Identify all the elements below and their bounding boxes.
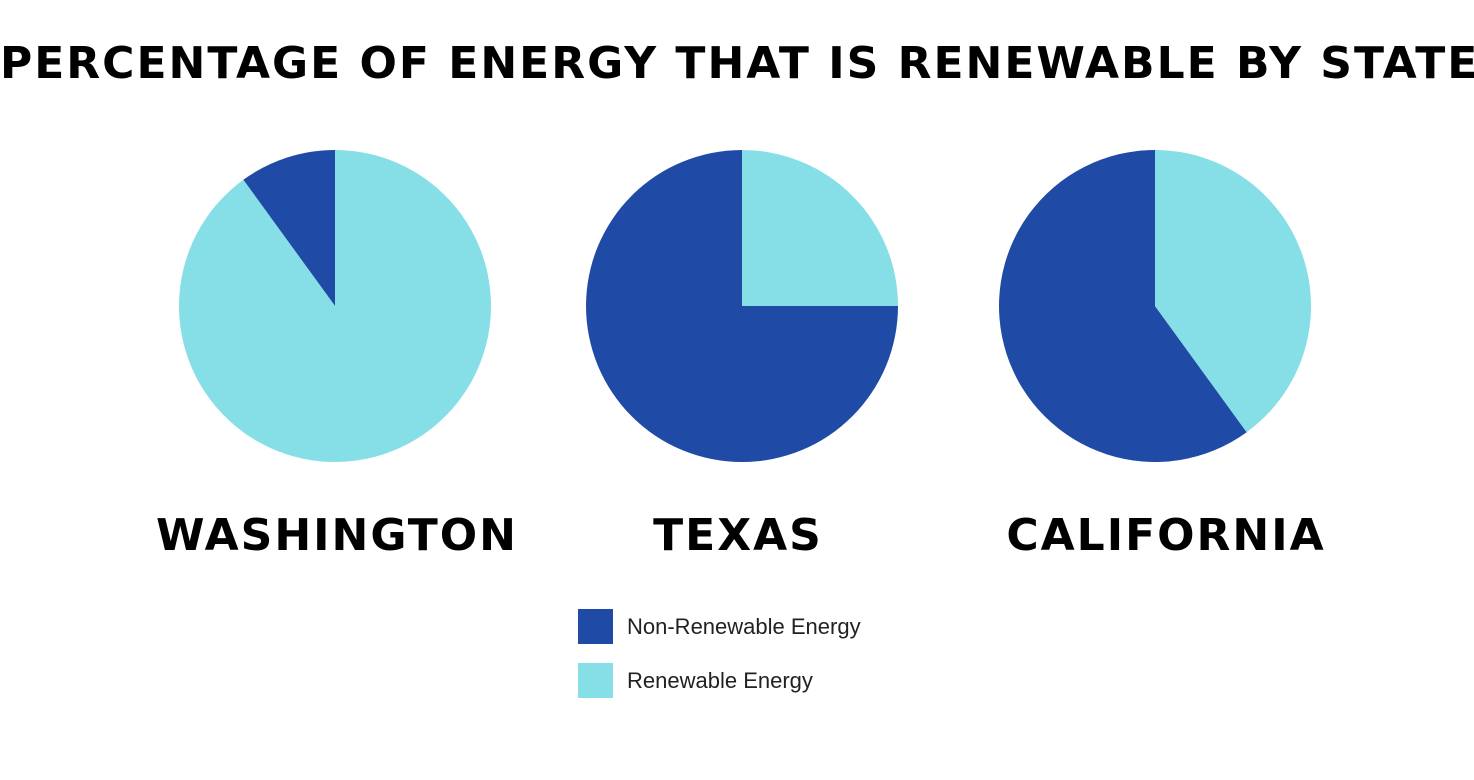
pie-chart-california xyxy=(999,150,1312,463)
pie-slice-california-renewable xyxy=(1155,150,1312,433)
pie-slice-california-non-renewable xyxy=(999,150,1247,463)
legend-label-non-renewable: Non-Renewable Energy xyxy=(627,613,861,639)
state-label-california: CALIFORNIA xyxy=(1006,510,1326,561)
legend-label-renewable: Renewable Energy xyxy=(627,667,813,693)
legend-swatch-non-renewable xyxy=(578,609,613,644)
pie-slice-washington-renewable xyxy=(178,150,491,462)
pie-slice-texas-renewable xyxy=(742,150,898,306)
pie-chart-texas xyxy=(586,150,898,462)
chart-title: PERCENTAGE OF ENERGY THAT IS RENEWABLE B… xyxy=(0,38,1474,89)
legend-item-non-renewable: Non-Renewable Energy xyxy=(578,609,861,644)
pie-slice-washington-non-renewable xyxy=(243,150,335,306)
state-label-texas: TEXAS xyxy=(653,510,823,561)
legend-swatch-renewable xyxy=(578,663,613,698)
pie-chart-washington xyxy=(178,150,491,462)
legend-item-renewable: Renewable Energy xyxy=(578,663,861,698)
state-label-washington: WASHINGTON xyxy=(156,510,518,561)
legend: Non-Renewable Energy Renewable Energy xyxy=(578,609,861,717)
